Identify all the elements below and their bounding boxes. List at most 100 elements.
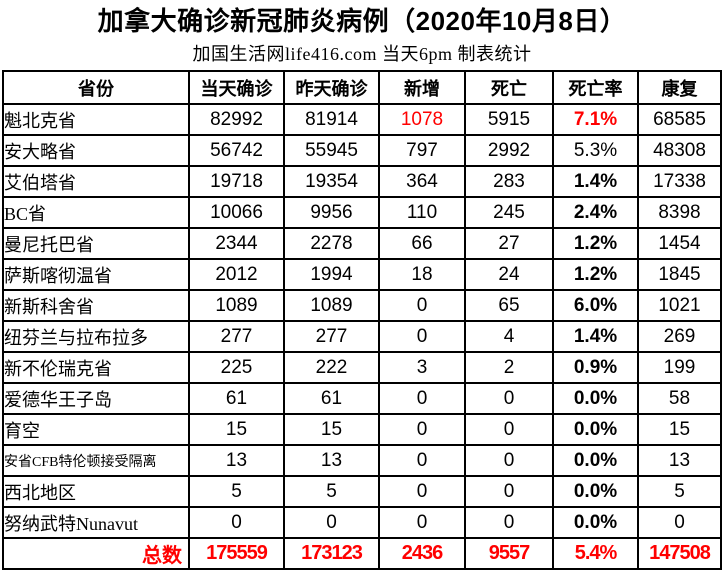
cell-deaths: 5915: [464, 103, 554, 136]
cell-deaths: 2992: [464, 134, 554, 167]
cell-today-confirmed: 0: [188, 506, 285, 539]
cell-deaths: 0: [464, 382, 554, 415]
cell-yesterday-confirmed: 15: [283, 413, 380, 446]
table-row: 育空 15 15 0 0 0.0% 15: [2, 413, 722, 446]
header-row: 省份 当天确诊 昨天确诊 新增 死亡 死亡率 康复: [2, 70, 722, 105]
cell-death-rate: 1.2%: [552, 227, 639, 260]
cell-recovered: 199: [637, 351, 722, 384]
cell-new-cases: 797: [378, 134, 466, 167]
cell-deaths: 65: [464, 289, 554, 322]
cell-province: 曼尼托巴省: [2, 227, 190, 260]
cell-province: 新斯科舍省: [2, 289, 190, 322]
cell-death-rate: 0.0%: [552, 382, 639, 415]
cell-recovered: 1021: [637, 289, 722, 322]
cell-deaths: 24: [464, 258, 554, 291]
table-row: 安省CFB特伦顿接受隔离 13 13 0 0 0.0% 13: [2, 444, 722, 477]
column-header-5: 死亡率: [552, 70, 639, 105]
total-label: 总数: [2, 537, 190, 570]
cell-province: 努纳武特Nunavut: [2, 506, 190, 539]
cell-recovered: 17338: [637, 165, 722, 198]
cell-today-confirmed: 82992: [188, 103, 285, 136]
covid-cases-table: 省份 当天确诊 昨天确诊 新增 死亡 死亡率 康复 魁北克省 82992 81914 1078 59…: [2, 70, 722, 570]
table-header: 省份 当天确诊 昨天确诊 新增 死亡 死亡率 康复: [2, 70, 722, 105]
cell-today-confirmed: 277: [188, 320, 285, 353]
table-row: 纽芬兰与拉布拉多 277 277 0 4 1.4% 269: [2, 320, 722, 353]
cell-new-cases: 0: [378, 506, 466, 539]
table-row: 魁北克省 82992 81914 1078 5915 7.1% 68585: [2, 103, 722, 136]
cell-deaths: 0: [464, 475, 554, 508]
cell-yesterday-confirmed: 2278: [283, 227, 380, 260]
cell-death-rate: 0.0%: [552, 444, 639, 477]
cell-recovered: 58: [637, 382, 722, 415]
column-header-6: 康复: [637, 70, 722, 105]
cell-deaths: 0: [464, 444, 554, 477]
cell-death-rate: 7.1%: [552, 103, 639, 136]
table-row: 艾伯塔省 19718 19354 364 283 1.4% 17338: [2, 165, 722, 198]
total-today-confirmed: 175559: [188, 537, 285, 570]
column-header-2: 昨天确诊: [283, 70, 380, 105]
cell-yesterday-confirmed: 277: [283, 320, 380, 353]
cell-new-cases: 1078: [378, 103, 466, 136]
cell-deaths: 0: [464, 506, 554, 539]
cell-death-rate: 0.9%: [552, 351, 639, 384]
cell-today-confirmed: 5: [188, 475, 285, 508]
cell-recovered: 269: [637, 320, 722, 353]
cell-province: 魁北克省: [2, 103, 190, 136]
cell-today-confirmed: 10066: [188, 196, 285, 229]
cell-today-confirmed: 19718: [188, 165, 285, 198]
cell-death-rate: 0.0%: [552, 506, 639, 539]
cell-recovered: 15: [637, 413, 722, 446]
column-header-0: 省份: [2, 70, 190, 105]
table-row: BC省 10066 9956 110 245 2.4% 8398: [2, 196, 722, 229]
cell-province: 艾伯塔省: [2, 165, 190, 198]
cell-new-cases: 364: [378, 165, 466, 198]
column-header-4: 死亡: [464, 70, 554, 105]
cell-new-cases: 0: [378, 382, 466, 415]
cell-new-cases: 18: [378, 258, 466, 291]
cell-today-confirmed: 2012: [188, 258, 285, 291]
cell-death-rate: 6.0%: [552, 289, 639, 322]
cell-today-confirmed: 56742: [188, 134, 285, 167]
cell-yesterday-confirmed: 61: [283, 382, 380, 415]
cell-deaths: 2: [464, 351, 554, 384]
cell-recovered: 68585: [637, 103, 722, 136]
cell-recovered: 1454: [637, 227, 722, 260]
cell-yesterday-confirmed: 19354: [283, 165, 380, 198]
cell-today-confirmed: 225: [188, 351, 285, 384]
cell-province: BC省: [2, 196, 190, 229]
cell-deaths: 0: [464, 413, 554, 446]
cell-new-cases: 0: [378, 320, 466, 353]
table-row: 新斯科舍省 1089 1089 0 65 6.0% 1021: [2, 289, 722, 322]
cell-death-rate: 5.3%: [552, 134, 639, 167]
cell-yesterday-confirmed: 13: [283, 444, 380, 477]
table-row: 安大略省 56742 55945 797 2992 5.3% 48308: [2, 134, 722, 167]
cell-deaths: 4: [464, 320, 554, 353]
column-header-3: 新增: [378, 70, 466, 105]
cell-recovered: 8398: [637, 196, 722, 229]
table-row: 爱德华王子岛 61 61 0 0 0.0% 58: [2, 382, 722, 415]
cell-recovered: 48308: [637, 134, 722, 167]
cell-recovered: 13: [637, 444, 722, 477]
total-row: 总数 175559 173123 2436 9557 5.4% 147508: [2, 537, 722, 570]
cell-new-cases: 66: [378, 227, 466, 260]
cell-today-confirmed: 61: [188, 382, 285, 415]
cell-recovered: 0: [637, 506, 722, 539]
total-new-cases: 2436: [378, 537, 466, 570]
cell-death-rate: 1.4%: [552, 165, 639, 198]
cell-deaths: 27: [464, 227, 554, 260]
cell-province: 安大略省: [2, 134, 190, 167]
cell-province: 安省CFB特伦顿接受隔离: [2, 444, 190, 477]
cell-death-rate: 2.4%: [552, 196, 639, 229]
cell-deaths: 283: [464, 165, 554, 198]
cell-province: 爱德华王子岛: [2, 382, 190, 415]
cell-new-cases: 0: [378, 475, 466, 508]
cell-yesterday-confirmed: 1994: [283, 258, 380, 291]
table-row: 萨斯喀彻温省 2012 1994 18 24 1.2% 1845: [2, 258, 722, 291]
cell-today-confirmed: 15: [188, 413, 285, 446]
cell-death-rate: 1.4%: [552, 320, 639, 353]
cell-recovered: 1845: [637, 258, 722, 291]
total-recovered: 147508: [637, 537, 722, 570]
cell-yesterday-confirmed: 0: [283, 506, 380, 539]
cell-death-rate: 1.2%: [552, 258, 639, 291]
